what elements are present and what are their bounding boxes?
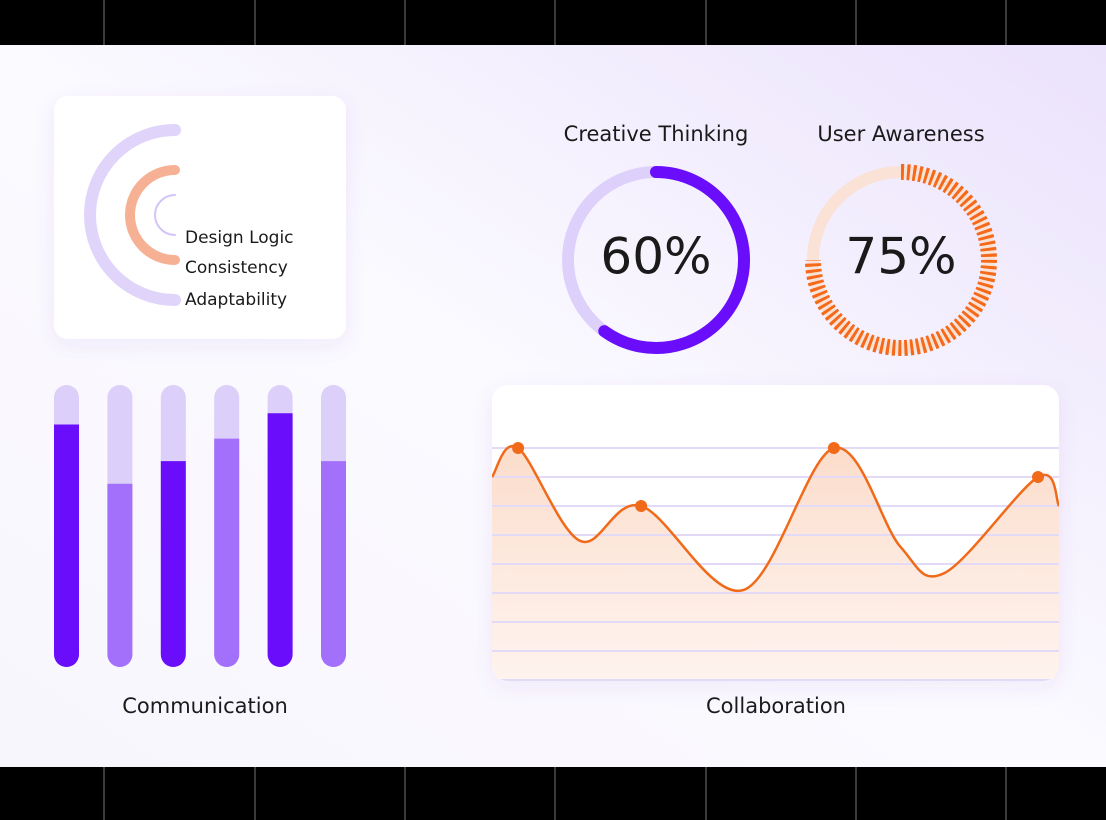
bottom-bar xyxy=(0,767,1106,820)
bar xyxy=(267,413,293,667)
line-marker xyxy=(827,442,840,454)
line xyxy=(492,444,1059,592)
bar xyxy=(160,461,186,667)
bar-title: Communication xyxy=(122,694,288,718)
top-bar xyxy=(0,0,1106,45)
gauge-title: User Awareness xyxy=(817,122,984,146)
bar xyxy=(54,424,79,667)
bar xyxy=(321,461,346,667)
radial-label: Consistency xyxy=(185,258,288,278)
line-marker xyxy=(1032,471,1045,483)
radial-label: Adaptability xyxy=(185,290,287,310)
line-title: Collaboration xyxy=(706,694,846,718)
gauge-value: 75% xyxy=(845,228,956,286)
bar xyxy=(107,483,133,667)
gauge-title: Creative Thinking xyxy=(564,122,749,146)
radial-label: Design Logic xyxy=(185,228,294,248)
gauge-arc xyxy=(598,166,750,354)
line-plot xyxy=(492,442,1059,681)
frame-dividers xyxy=(103,0,1007,820)
radial-arc xyxy=(154,194,176,236)
radial-arc xyxy=(125,165,180,265)
radial-arc xyxy=(84,124,181,306)
charts: Design Logic Consistency Adaptability Creat… xyxy=(54,122,1059,718)
gauge-arc xyxy=(805,164,997,356)
line-marker xyxy=(635,500,648,512)
gauge-value: 60% xyxy=(600,228,711,286)
bar xyxy=(214,438,240,667)
line-marker xyxy=(512,442,525,454)
